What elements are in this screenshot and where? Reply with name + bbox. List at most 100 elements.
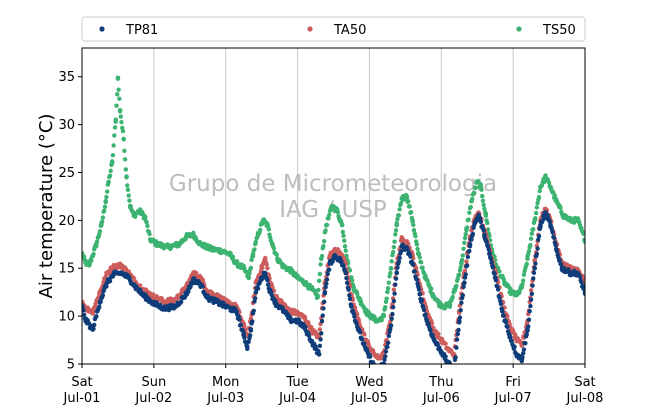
point-ts50-fill: [124, 174, 129, 179]
point-ts50-fill: [110, 153, 116, 158]
point-tp81-fill: [414, 277, 420, 282]
point-tp81-fill: [337, 255, 343, 261]
x-tick-label-day: Fri: [505, 375, 521, 390]
watermark-line1: Grupo de Micrometeorologia: [169, 171, 497, 197]
point-tp81-fill: [97, 304, 102, 310]
point-ts50-fill: [534, 205, 540, 210]
point-tp81-fill: [325, 271, 330, 277]
point-tp81-fill: [457, 320, 462, 325]
point-ts50-fill: [482, 206, 487, 212]
point-ts50-fill: [407, 204, 412, 209]
point-ts50-fill: [384, 296, 389, 301]
point-tp81-fill: [559, 262, 564, 267]
point-ta50-fill: [260, 265, 265, 271]
point-tp81-fill: [536, 237, 541, 242]
point-ts50-fill: [388, 266, 394, 271]
point-tp81-fill: [252, 296, 258, 301]
point-tp81-fill: [423, 312, 428, 317]
point-ts50-fill: [423, 273, 428, 278]
point-tp81-fill: [319, 331, 324, 336]
point-ts50-fill: [87, 261, 93, 267]
point-tp81-fill: [524, 332, 529, 337]
point-tp81-fill: [98, 299, 103, 304]
y-tick-label: 15: [58, 262, 75, 277]
point-tp81-fill: [526, 324, 531, 329]
point-ts50-fill: [497, 269, 502, 274]
point-ts50-fill: [274, 252, 279, 257]
point-tp81-fill: [536, 233, 542, 239]
point-tp81-fill: [488, 256, 494, 262]
point-tp81-fill: [508, 334, 513, 340]
point-ts50-fill: [97, 229, 103, 234]
point-tp81-fill: [395, 265, 400, 270]
point-tp81-fill: [551, 235, 557, 240]
point-tp81-fill: [324, 281, 329, 286]
point-tp81-fill: [505, 324, 510, 330]
y-tick-label: 20: [58, 214, 75, 229]
point-tp81-fill: [380, 363, 381, 364]
point-ts50-fill: [478, 182, 484, 187]
point-ta50-fill: [264, 262, 269, 267]
point-tp81-fill: [523, 341, 528, 346]
legend-marker-tp81: [99, 26, 105, 32]
point-tp81-fill: [535, 246, 540, 251]
point-ts50-fill: [355, 291, 360, 297]
point-tp81-fill: [509, 338, 514, 344]
point-ts50-fill: [258, 227, 263, 233]
point-ta50-fill: [464, 259, 469, 264]
point-ts50-fill: [468, 204, 473, 210]
x-tick-label-day: Sat: [71, 375, 92, 390]
point-tp81-fill: [528, 303, 533, 309]
point-ts50-fill: [100, 215, 106, 220]
point-ta50-fill: [242, 323, 247, 329]
point-ts50-fill: [145, 223, 150, 229]
point-ts50-fill: [393, 228, 399, 233]
point-tp81-fill: [529, 291, 535, 296]
point-ts50-fill: [420, 265, 425, 270]
point-ts50-fill: [246, 275, 251, 280]
point-ts50-fill: [459, 257, 465, 263]
x-tick-label-date: Jul-01: [63, 391, 101, 406]
point-tp81-fill: [377, 367, 381, 371]
point-tp81-fill: [521, 347, 527, 352]
point-ts50-fill: [266, 227, 272, 232]
point-tp81-fill: [344, 275, 349, 281]
point-tp81-fill: [273, 298, 278, 303]
point-tp81-fill: [237, 317, 242, 322]
point-tp81-fill: [486, 247, 491, 252]
point-tp81-fill: [452, 366, 456, 370]
point-ts50-fill: [418, 260, 424, 265]
point-ts50-fill: [115, 92, 120, 97]
point-ts50-fill: [144, 220, 149, 225]
series-layer: [82, 75, 585, 371]
point-tp81-fill: [265, 277, 270, 283]
point-ts50-fill: [120, 128, 126, 134]
point-tp81-43: [376, 366, 381, 371]
point-ts50-fill: [316, 278, 322, 284]
legend-item-ts50: TS50: [516, 23, 576, 38]
point-tp81-fill: [520, 355, 525, 360]
point-ts50-fill: [479, 187, 484, 192]
point-ta50-fill: [317, 327, 323, 332]
point-ts50-fill: [118, 114, 124, 119]
point-ts50-fill: [347, 268, 353, 273]
point-ts50-fill: [533, 210, 539, 216]
point-ts50-fill: [450, 294, 455, 300]
point-ta50-fill: [391, 287, 397, 292]
point-ts50-fill: [385, 286, 391, 291]
point-ta50-fill: [528, 288, 534, 293]
point-tp81-fill: [104, 284, 109, 289]
legend-item-ta50: TA50: [307, 23, 366, 38]
point-tp81-fill: [460, 293, 466, 298]
point-ts50-fill: [552, 193, 558, 198]
point-tp81-fill: [455, 331, 461, 337]
plot-frame: [81, 47, 586, 365]
point-ts50-fill: [104, 189, 110, 194]
point-tp81-fill: [343, 270, 348, 275]
point-ts50-fill: [109, 159, 115, 164]
legend-marker-ts50: [516, 26, 522, 32]
point-ta50-fill: [150, 292, 156, 297]
point-tp81-fill: [487, 250, 492, 256]
point-ts50-fill: [398, 200, 404, 206]
